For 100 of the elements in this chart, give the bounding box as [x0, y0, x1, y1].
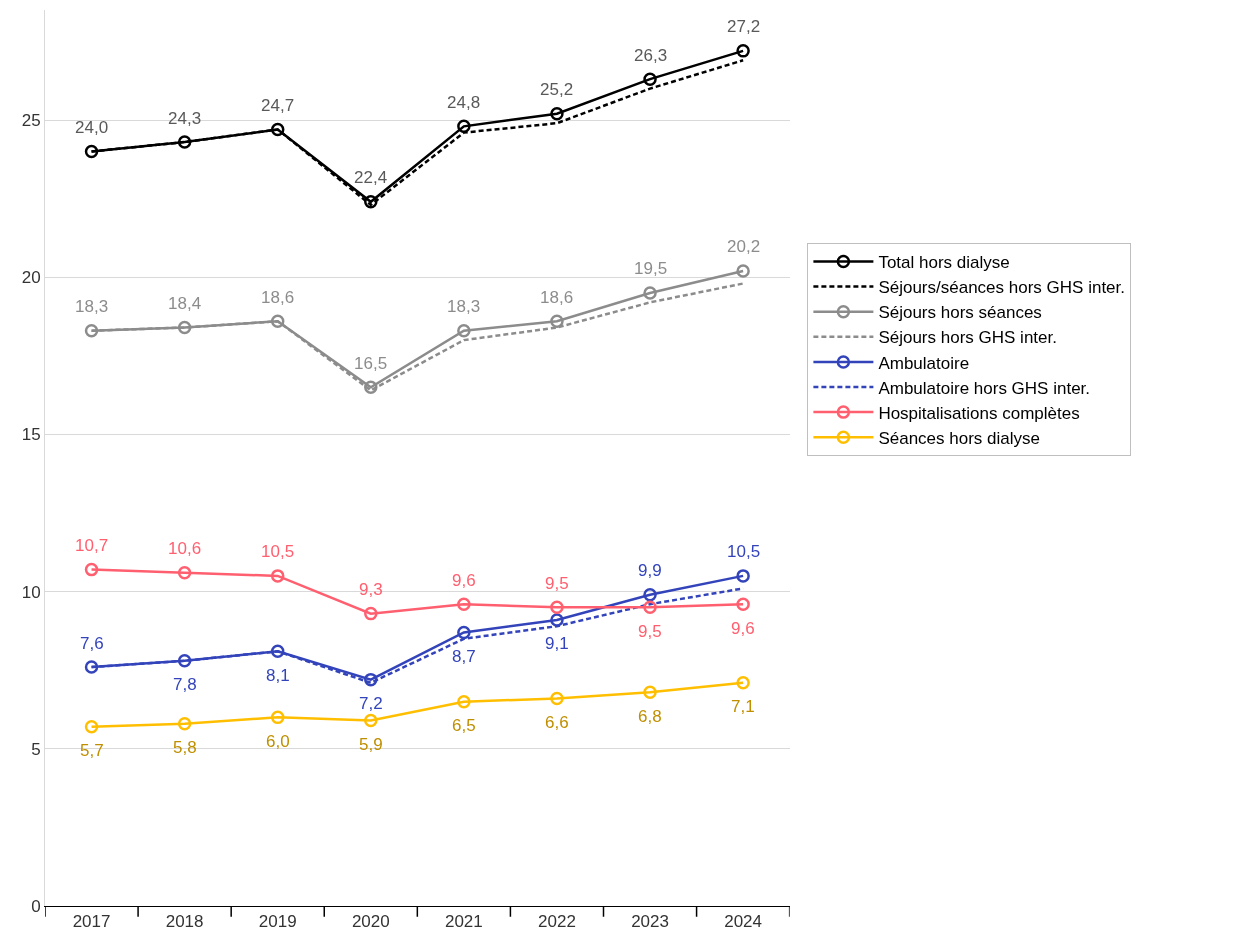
data-label: 7,1	[731, 697, 755, 716]
x-tick-label: 2023	[631, 912, 669, 932]
data-label: 18,6	[540, 288, 574, 307]
point	[643, 72, 657, 86]
legend-label: Séjours/séances hors GHS inter.	[878, 278, 1126, 298]
data-label: 10,7	[75, 536, 109, 555]
data-label: 9,5	[638, 622, 662, 641]
data-label: 20,2	[727, 237, 761, 256]
point	[550, 600, 564, 615]
data-label: 10,5	[727, 542, 761, 561]
data-label: 16,5	[354, 354, 388, 373]
data-label: 10,5	[261, 542, 295, 561]
x-tick-label: 2017	[72, 912, 111, 932]
point	[457, 694, 471, 709]
data-label: 27,2	[727, 17, 761, 36]
data-label: 18,3	[447, 297, 481, 316]
data-label: 9,9	[638, 561, 662, 580]
point	[364, 380, 378, 395]
data-label: 6,5	[452, 716, 476, 735]
data-label: 25,2	[540, 80, 574, 99]
data-label: 7,6	[80, 634, 104, 653]
point	[736, 676, 750, 690]
data-label: 9,1	[545, 634, 569, 653]
point	[736, 569, 750, 583]
point	[643, 600, 657, 615]
y-tick-label: 0	[31, 896, 41, 916]
data-label: 9,6	[731, 619, 755, 638]
point	[364, 606, 378, 621]
data-label: 5,8	[173, 738, 197, 757]
legend-label: Hospitalisations complètes	[878, 403, 1080, 423]
point	[84, 323, 99, 338]
point	[270, 314, 285, 328]
point	[457, 323, 471, 338]
data-label: 26,3	[634, 46, 668, 65]
y-tick-label: 15	[21, 425, 41, 445]
point	[457, 119, 471, 134]
data-label: 18,4	[168, 294, 202, 313]
point	[364, 672, 378, 687]
data-label: 24,8	[447, 93, 481, 112]
point	[364, 195, 378, 209]
data-label: 22,4	[354, 168, 388, 187]
x-tick-label: 2019	[258, 912, 297, 932]
point	[736, 264, 750, 278]
data-label: 9,5	[545, 574, 569, 593]
point	[457, 625, 471, 640]
legend-label: Séjours hors GHS inter.	[878, 328, 1057, 348]
point	[457, 597, 471, 611]
point	[550, 691, 564, 706]
data-label: 5,7	[80, 741, 104, 760]
point	[736, 597, 750, 611]
point	[643, 588, 657, 602]
point	[270, 710, 285, 725]
legend-label: Séjours hors séances	[878, 303, 1042, 323]
data-label: 6,6	[545, 713, 569, 732]
x-tick-label: 2020	[351, 912, 390, 932]
legend-label: Total hors dialyse	[878, 253, 1010, 273]
data-label: 24,3	[168, 109, 202, 128]
point	[364, 713, 378, 728]
data-label: 18,3	[75, 297, 109, 316]
data-label: 9,3	[359, 580, 383, 599]
legend-label: Séances hors dialyse	[878, 428, 1040, 448]
y-tick-label: 25	[21, 110, 41, 130]
point	[550, 314, 564, 328]
point	[643, 286, 657, 300]
data-label: 5,9	[359, 735, 383, 754]
point	[550, 107, 564, 121]
data-label: 6,0	[266, 732, 290, 751]
data-label: 8,7	[452, 647, 476, 666]
point	[84, 144, 99, 159]
data-label: 19,5	[634, 259, 668, 278]
data-label: 24,7	[261, 96, 295, 115]
legend-label: Ambulatoire	[878, 353, 970, 373]
point	[736, 44, 750, 58]
point	[177, 566, 192, 580]
x-tick-label: 2022	[538, 912, 576, 932]
point	[270, 644, 285, 659]
point	[177, 716, 192, 731]
point	[84, 720, 99, 734]
point	[270, 122, 285, 137]
data-label: 7,8	[173, 675, 197, 694]
data-label: 7,2	[359, 694, 383, 713]
y-tick-label: 10	[21, 582, 41, 602]
data-label: 18,6	[261, 288, 295, 307]
x-tick-label: 2018	[165, 912, 204, 932]
data-label: 8,1	[266, 666, 290, 685]
y-tick-label: 5	[31, 739, 41, 759]
x-tick-label: 2021	[444, 912, 483, 932]
data-label: 10,6	[168, 539, 202, 558]
data-label: 24,0	[75, 118, 109, 137]
point	[550, 613, 564, 627]
data-label: 6,8	[638, 707, 662, 726]
data-label: 9,6	[452, 571, 476, 590]
point	[177, 320, 192, 335]
y-tick-label: 20	[21, 268, 41, 288]
point	[177, 654, 192, 668]
point	[177, 135, 192, 149]
x-tick-label: 2024	[724, 912, 763, 932]
point	[84, 660, 99, 674]
point	[84, 562, 99, 577]
point	[270, 569, 285, 583]
